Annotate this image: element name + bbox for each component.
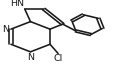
Text: Cl: Cl xyxy=(53,54,62,63)
Text: N: N xyxy=(2,25,9,34)
Text: N: N xyxy=(27,53,34,62)
Text: HN: HN xyxy=(10,0,24,8)
